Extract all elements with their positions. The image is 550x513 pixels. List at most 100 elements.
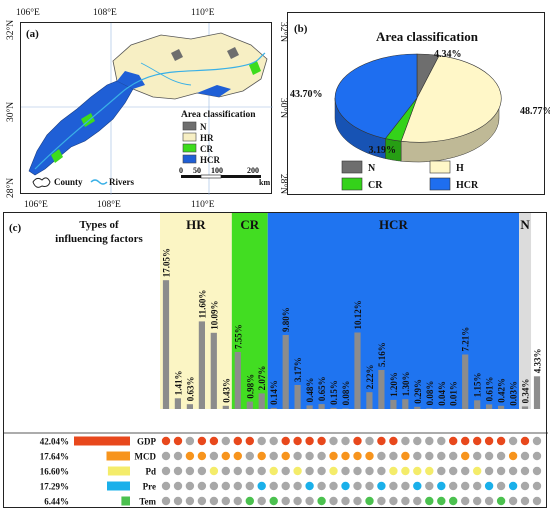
bar (186, 404, 193, 409)
factor-dot (209, 436, 219, 446)
factor-dot (329, 436, 338, 446)
factor-dot (389, 496, 398, 506)
factor-dot (353, 451, 362, 461)
factor-dot (281, 496, 290, 506)
bar-value-label: 0.03% (509, 381, 519, 406)
factor-dot (532, 451, 542, 461)
factor-dot (425, 451, 434, 461)
factor-dot (281, 481, 290, 491)
factor-dot (413, 496, 422, 506)
legend-label: HCR (200, 155, 221, 165)
factor-dot (413, 466, 422, 476)
factor-dot (532, 496, 542, 506)
factor-dot (329, 496, 338, 506)
factor-dot (365, 496, 374, 506)
factor-dot (389, 481, 398, 491)
factor-dot (329, 466, 338, 476)
bar-value-label: 3.17% (293, 357, 303, 382)
bar-value-label: 11.60% (197, 290, 207, 319)
scale-tick: 0 (179, 166, 183, 175)
factor-dot (425, 496, 434, 506)
pie-value-label: 3.19% (369, 145, 397, 156)
factor-dot (317, 481, 326, 491)
factor-dot (233, 481, 242, 491)
factor-dot (496, 496, 506, 506)
factor-dot (293, 496, 302, 506)
factor-dot (257, 466, 266, 476)
bar (402, 399, 409, 409)
scale-tick: 100 (211, 166, 223, 175)
factor-dot (520, 451, 530, 461)
factor-dot (461, 436, 470, 446)
bar (282, 335, 289, 409)
bar (462, 354, 469, 409)
legend-swatch (182, 143, 197, 153)
factor-dot (365, 451, 374, 461)
chart-title-line1: Types of (79, 219, 119, 231)
factor-dot (161, 436, 171, 446)
factor-bar (107, 466, 130, 476)
pie-labels: 4.34% 48.77% 3.19% 43.70% (290, 49, 550, 156)
factor-dot (305, 451, 314, 461)
factor-dot (293, 436, 302, 446)
pie-legend-swatch (341, 177, 363, 191)
bar (174, 398, 181, 409)
bar (210, 332, 217, 409)
factor-dot (496, 466, 506, 476)
factor-dot (161, 496, 171, 506)
factor-percent: 17.29% (40, 482, 69, 492)
pie-legend-label: H (456, 163, 464, 174)
group-labels: HR CR HCR N (186, 217, 530, 232)
group-backgrounds (160, 213, 532, 409)
rivers-label: Rivers (109, 177, 134, 187)
factor-name: Tem (139, 497, 156, 507)
county-icon (32, 177, 51, 188)
factor-dot (257, 436, 266, 446)
factor-dot (185, 466, 195, 476)
factor-dot (197, 451, 207, 461)
factor-bars: 42.04% GDP 17.64% MCD 16.60% Pd 17.29% Pre 6.44%… (40, 436, 157, 507)
factor-dot (425, 466, 434, 476)
pie-panel: (b) Area classification 4.34% 48.77% 3.19%… (287, 12, 550, 195)
pie-value-label: 4.34% (434, 49, 462, 60)
river-line (34, 52, 266, 170)
pie-legend-label: CR (368, 180, 383, 191)
factor-dot (520, 496, 530, 506)
factor-dot (484, 466, 494, 476)
bar-value-label: 0.04% (437, 381, 447, 406)
factor-dot (245, 481, 254, 491)
pie-legend: N HCR HCR (341, 160, 479, 191)
legend-label: CR (200, 144, 213, 154)
factor-dot (449, 436, 458, 446)
factor-dot (484, 451, 494, 461)
factor-dot (281, 436, 290, 446)
lat-tick: 30°N (5, 102, 16, 122)
bar (378, 370, 385, 409)
factor-dot (389, 451, 398, 461)
factor-percent: 6.44% (44, 497, 69, 507)
factor-bar (107, 481, 130, 491)
bar (318, 404, 325, 409)
bar-value-label: 1.15% (473, 373, 483, 398)
factor-dot (233, 466, 242, 476)
factor-dot (221, 496, 230, 506)
bar (270, 407, 277, 409)
bar-value-label: 1.41% (174, 371, 184, 396)
factor-dot (173, 466, 183, 476)
factor-dot (508, 481, 518, 491)
factor-dot (401, 466, 410, 476)
factor-dot (161, 481, 171, 491)
hcr-region (197, 85, 231, 97)
bar-value-label: 0.15% (329, 380, 339, 405)
bar-value-label: 9.80% (281, 307, 291, 332)
factor-dot (329, 481, 338, 491)
bar (533, 376, 541, 409)
factor-dot (401, 451, 410, 461)
factor-dot (197, 466, 207, 476)
factor-dot (269, 451, 278, 461)
factor-dot (473, 496, 482, 506)
factor-dot (161, 451, 171, 461)
factor-dot (257, 481, 266, 491)
factor-bar (121, 496, 130, 506)
